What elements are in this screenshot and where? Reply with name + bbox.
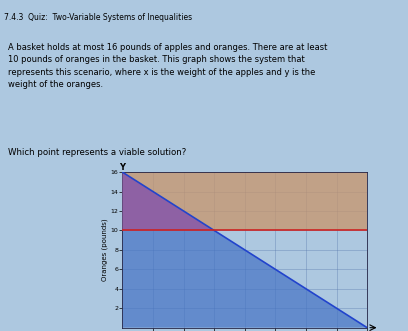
Y-axis label: Oranges (pounds): Oranges (pounds) — [101, 218, 108, 281]
Polygon shape — [122, 172, 214, 230]
Polygon shape — [122, 172, 367, 230]
Text: Which point represents a viable solution?: Which point represents a viable solution… — [8, 148, 186, 157]
Polygon shape — [122, 172, 367, 328]
Text: 7.4.3  Quiz:  Two-Variable Systems of Inequalities: 7.4.3 Quiz: Two-Variable Systems of Ineq… — [4, 13, 192, 23]
Text: A basket holds at most 16 pounds of apples and oranges. There are at least
10 po: A basket holds at most 16 pounds of appl… — [8, 42, 328, 89]
Text: Y: Y — [120, 163, 125, 172]
